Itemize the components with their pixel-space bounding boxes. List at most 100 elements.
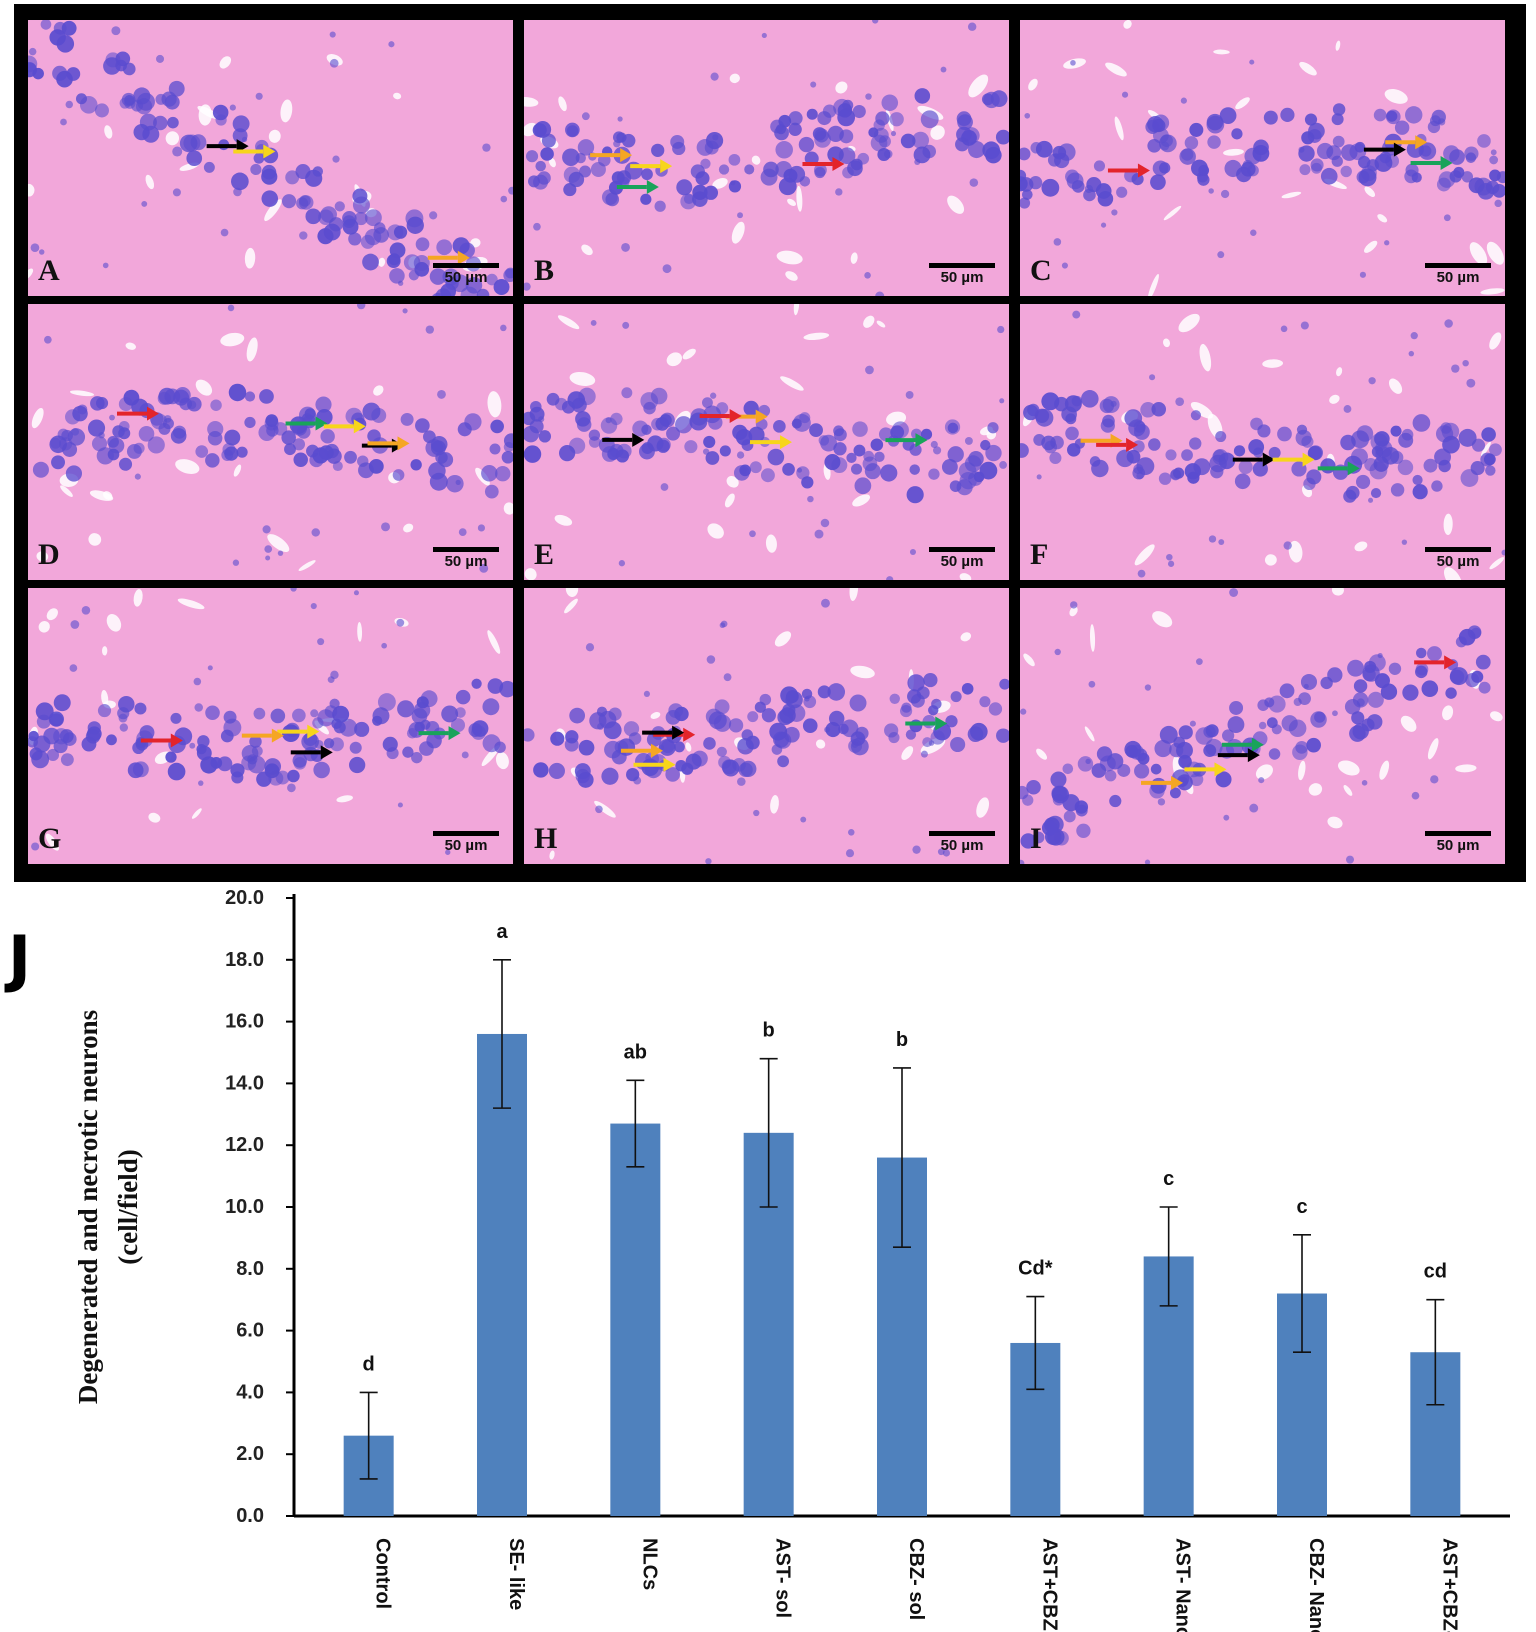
neuron-nucleus <box>40 20 52 30</box>
neuron-nucleus <box>224 429 241 446</box>
glial-nucleus <box>710 392 717 399</box>
neuron-nucleus <box>1483 453 1496 466</box>
neuron-nucleus <box>1449 149 1465 165</box>
vessel-space <box>101 690 109 707</box>
glial-nucleus <box>621 243 630 252</box>
glial-nucleus <box>207 665 213 671</box>
yellow-arrow <box>323 419 366 434</box>
neuron-nucleus <box>1233 445 1246 457</box>
glial-nucleus <box>1466 378 1476 388</box>
neuron-nucleus <box>1197 173 1210 186</box>
neuron-nucleus <box>457 422 472 437</box>
neuron-nucleus <box>253 707 266 720</box>
neuron-nucleus <box>1041 392 1060 411</box>
glial-nucleus <box>327 676 335 684</box>
glial-nucleus <box>702 448 710 455</box>
glial-nucleus <box>1070 601 1078 609</box>
scale-bar-line <box>433 263 499 268</box>
neuron-nucleus <box>535 160 546 172</box>
neuron-nucleus <box>1229 701 1244 715</box>
glial-nucleus <box>30 243 40 253</box>
vessel-space <box>712 178 728 189</box>
scale-bar-line <box>1425 263 1491 268</box>
neuron-nucleus <box>400 412 414 426</box>
histology-image <box>524 304 1007 580</box>
glial-nucleus <box>329 58 339 68</box>
glial-nucleus <box>1443 214 1451 222</box>
glial-nucleus <box>458 528 467 537</box>
neuron-nucleus <box>563 183 577 197</box>
glial-nucleus <box>1111 209 1118 216</box>
neuron-nucleus <box>579 165 592 178</box>
error-bar <box>1026 1295 1045 1391</box>
neuron-nucleus <box>957 114 973 131</box>
neuron-nucleus <box>292 708 306 723</box>
neuron-nucleus <box>281 430 296 445</box>
glial-nucleus <box>800 816 807 823</box>
neuron-nucleus <box>1179 148 1196 165</box>
error-bar <box>1426 1298 1445 1406</box>
glial-nucleus <box>1356 698 1365 707</box>
green-arrow <box>418 726 461 741</box>
neuron-nucleus <box>87 721 101 735</box>
neuron-nucleus <box>122 62 136 76</box>
neuron-nucleus <box>1124 409 1143 427</box>
glial-nucleus <box>39 249 45 255</box>
neuron-nucleus <box>455 707 466 718</box>
vessel-space <box>682 348 696 360</box>
neuron-nucleus <box>1032 831 1045 844</box>
neuron-nucleus <box>525 150 539 163</box>
glial-nucleus <box>712 134 719 141</box>
neuron-nucleus <box>62 442 78 457</box>
neuron-nucleus <box>605 192 620 207</box>
neuron-nucleus <box>53 694 71 712</box>
neuron-nucleus <box>1402 684 1419 701</box>
glial-nucleus <box>172 188 181 197</box>
glial-nucleus <box>1157 798 1166 806</box>
neuron-nucleus <box>777 709 794 726</box>
y-tick-label: 2.0 <box>236 1443 264 1465</box>
glial-nucleus <box>1489 155 1499 165</box>
vessel-space <box>1255 764 1273 780</box>
glial-nucleus <box>1061 262 1068 269</box>
neuron-nucleus <box>923 672 938 688</box>
vessel-space <box>774 631 792 647</box>
significance-letter: Cd* <box>1018 1258 1053 1280</box>
glial-nucleus <box>1300 321 1309 330</box>
glial-nucleus <box>272 425 279 431</box>
panel-label-j: J <box>8 922 32 995</box>
black-arrow <box>1232 452 1275 467</box>
neuron-nucleus <box>665 767 681 782</box>
neuron-nucleus <box>666 426 681 441</box>
neuron-nucleus <box>728 153 741 166</box>
green-arrow <box>285 416 328 431</box>
neuron-nucleus <box>1137 752 1150 765</box>
glial-nucleus <box>1136 471 1144 480</box>
vessel-space <box>1281 191 1302 199</box>
glial-nucleus <box>194 703 203 712</box>
orange-arrow <box>367 436 410 451</box>
vessel-space <box>45 833 59 851</box>
neuron-nucleus <box>920 428 933 440</box>
glial-nucleus <box>821 598 830 608</box>
glial-nucleus <box>1166 553 1173 561</box>
neuron-nucleus <box>889 112 904 127</box>
panel-letter: F <box>1030 538 1049 571</box>
yellow-arrow <box>630 159 673 174</box>
vessel-space <box>165 131 180 146</box>
neuron-nucleus <box>941 458 958 475</box>
black-arrow <box>642 725 685 740</box>
neuron-nucleus <box>168 80 185 97</box>
neuron-nucleus <box>1170 468 1182 480</box>
neuron-nucleus <box>1311 162 1322 174</box>
neuron-nucleus <box>744 164 755 175</box>
neuron-nucleus <box>920 110 939 129</box>
glial-nucleus <box>198 780 204 786</box>
neuron-nucleus <box>1062 763 1074 775</box>
vessel-space <box>89 490 114 501</box>
neuron-nucleus <box>1050 771 1067 788</box>
neuron-nucleus <box>1429 115 1441 127</box>
neuron-nucleus <box>767 448 785 466</box>
neuron-nucleus <box>748 426 765 443</box>
neuron-nucleus <box>958 462 977 480</box>
